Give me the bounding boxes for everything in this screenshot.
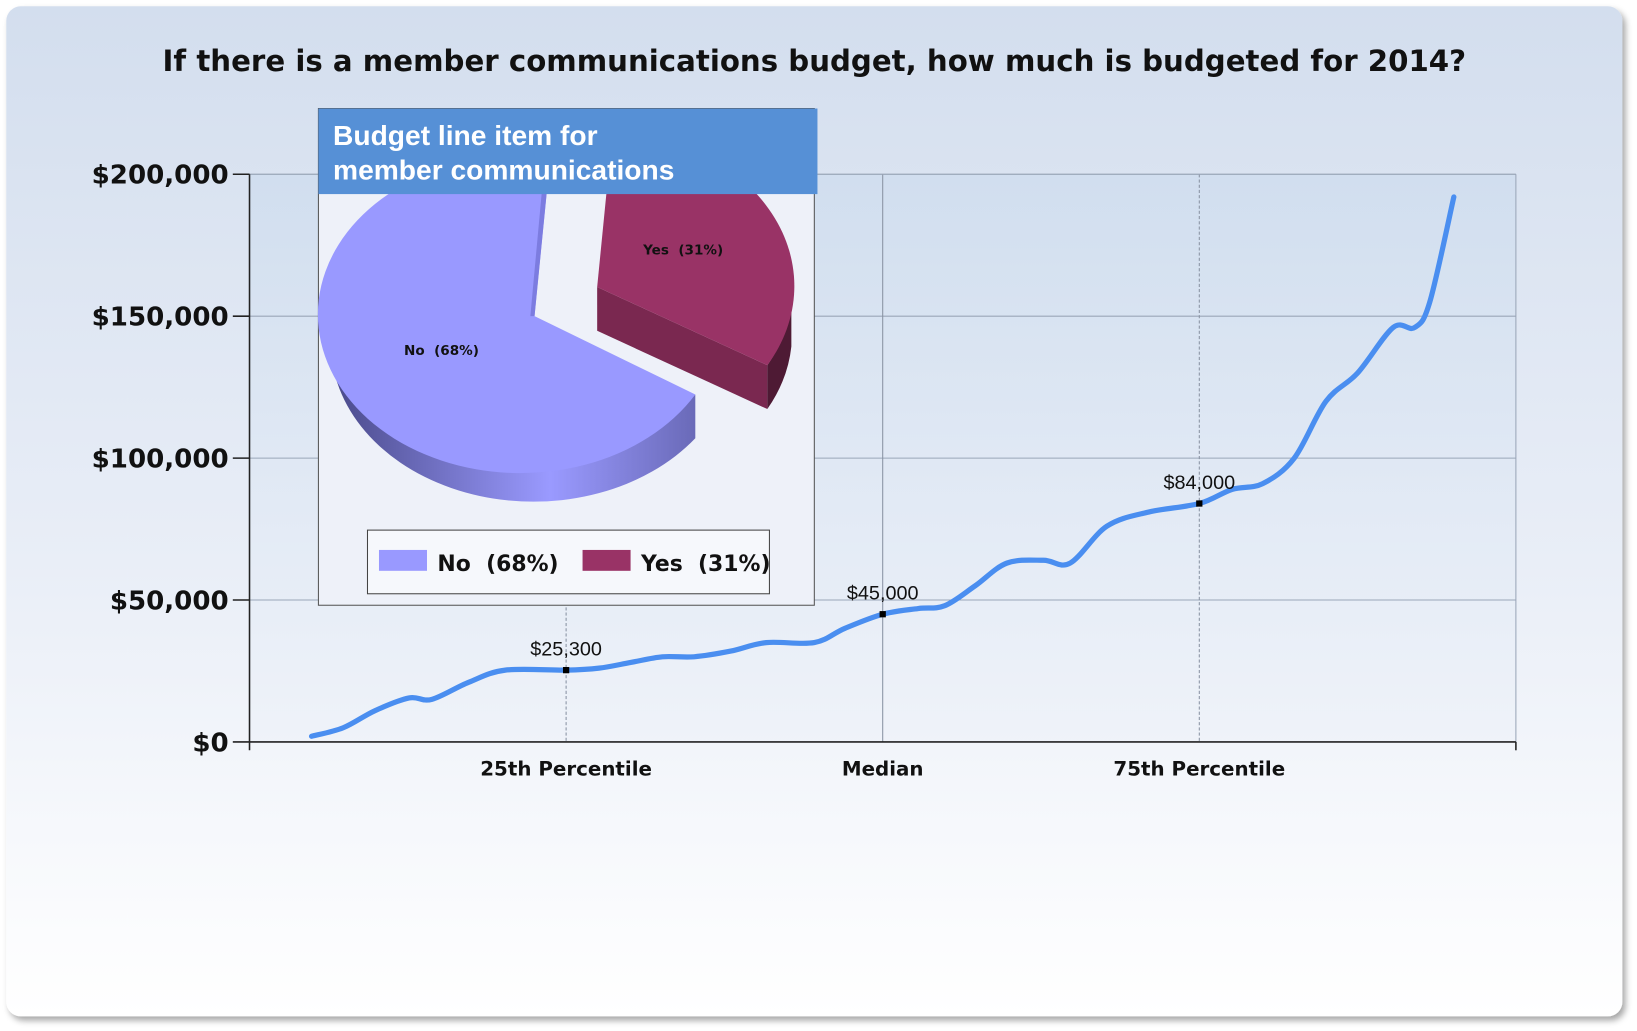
y-tick-label: $150,000 (92, 303, 229, 333)
legend-label-yes: Yes (31%) (640, 552, 770, 577)
pie-legend-box (366, 529, 770, 595)
pie-label-no: No (68%) (404, 343, 479, 359)
x-tick-label: 75th Percentile (1113, 757, 1285, 780)
line-series: $25,300 $45,000 $84,000 (308, 194, 1457, 739)
chart-title: If there is a member communications budg… (163, 44, 1467, 78)
y-tick-label: $200,000 (92, 161, 229, 191)
y-tick-label: $100,000 (92, 445, 229, 475)
legend-swatch-yes (582, 549, 631, 571)
axes: $0 $50,000 $100,000 $150,000 $200,000 25th Pe… (92, 161, 1517, 780)
x-tick-label: 25th Percentile (480, 757, 652, 780)
pie-slice-yes-cut-face (597, 286, 768, 410)
data-point-marker (879, 611, 886, 618)
pie-legend: No (68%) Yes (31%) (366, 529, 771, 595)
pie-label-yes: Yes (31%) (642, 243, 723, 259)
series-line (308, 194, 1457, 739)
y-tick-label: $0 (192, 728, 228, 758)
pie-slice-no (317, 155, 696, 502)
pie-title-bar (318, 108, 818, 195)
y-tick-label: $50,000 (110, 586, 229, 616)
legend-swatch-no (378, 549, 427, 571)
pie-slice-yes-rim (767, 302, 792, 410)
data-point-marker (562, 667, 570, 674)
legend-label-no: No (68%) (437, 552, 558, 577)
pie-title-line1: Budget line item for (333, 119, 598, 151)
data-label: $25,300 (530, 639, 602, 661)
data-label: $84,000 (1163, 472, 1235, 494)
pie-slice-no-top (317, 155, 696, 474)
grid (249, 173, 1517, 742)
pie-slice-no-edge (530, 157, 551, 317)
x-tick-label: Median (842, 757, 924, 780)
pie-title-line2: member communications (333, 153, 674, 185)
data-label: $45,000 (847, 583, 919, 605)
data-point-marker (1196, 500, 1203, 507)
pie-inset: No (68%) Yes (31%) Budget line item for … (317, 108, 818, 606)
